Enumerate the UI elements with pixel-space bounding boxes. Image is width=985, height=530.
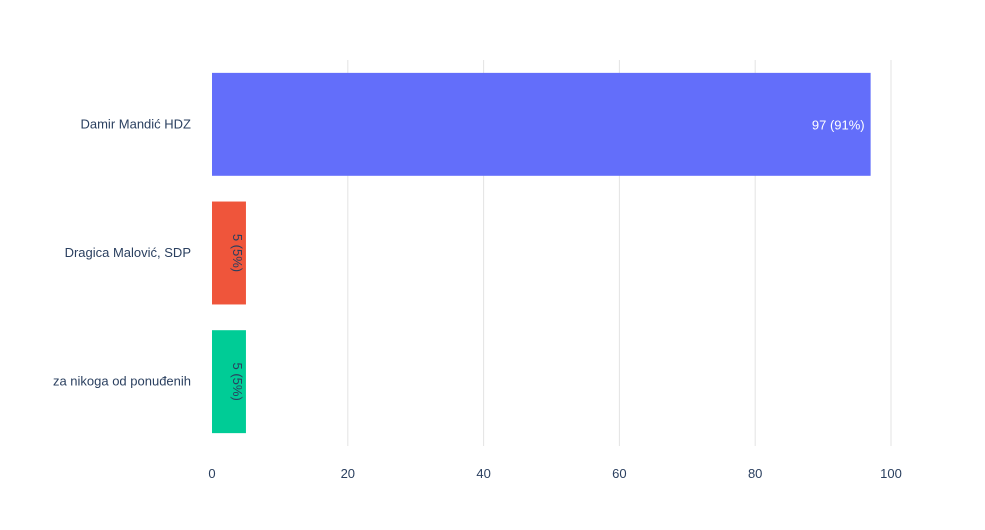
category-label-2: za nikoga od ponuđenih [53,374,191,389]
x-tick-label-2: 40 [476,466,490,481]
bar-0 [212,72,871,176]
category-label-0: Damir Mandić HDZ [80,116,191,131]
x-tick-label-0: 0 [208,466,215,481]
bar-2 [212,330,246,434]
value-label-0: 97 (91%) [812,117,865,132]
x-tick-label-4: 80 [748,466,762,481]
category-labels: Damir Mandić HDZ Dragica Malović, SDP za n… [53,116,191,388]
bar-value-labels: 97 (91%) 5 (5%) 5 (5%) [230,117,865,400]
x-tick-label-1: 20 [341,466,355,481]
value-label-2: 5 (5%) [230,363,245,401]
category-label-1: Dragica Malović, SDP [65,245,191,260]
value-label-1: 5 (5%) [230,234,245,272]
x-tick-labels: 0 20 40 60 80 100 [208,466,901,481]
x-tick-label-5: 100 [880,466,902,481]
bar-1 [212,201,246,305]
x-tick-label-3: 60 [612,466,626,481]
bars [212,72,871,434]
